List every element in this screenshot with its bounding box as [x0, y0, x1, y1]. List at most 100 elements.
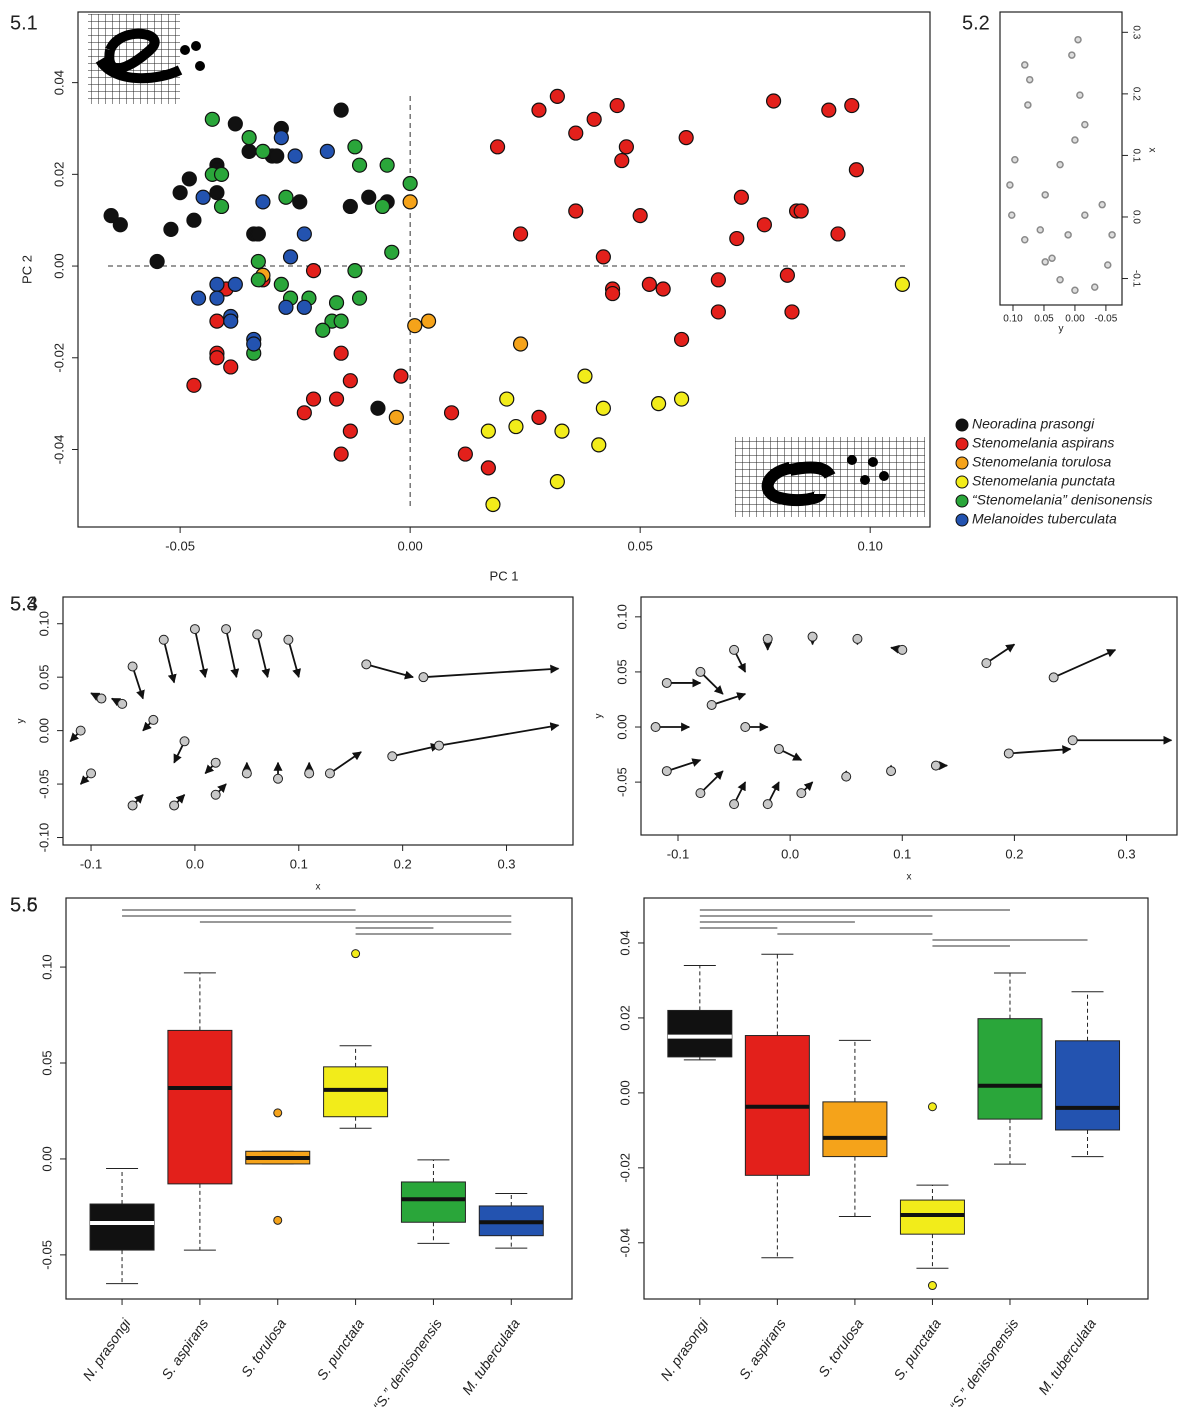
point	[224, 314, 238, 328]
point	[256, 195, 270, 209]
point	[164, 222, 178, 236]
vector-origin	[842, 772, 851, 781]
point	[550, 89, 564, 103]
x-tick-label: S. punctata	[313, 1315, 367, 1382]
vector-arrow	[439, 725, 558, 745]
point	[408, 319, 422, 333]
x-tick-label: “S.” denisonensis	[370, 1316, 445, 1407]
y-tick-label: 0.1	[1130, 148, 1141, 162]
point	[210, 314, 224, 328]
point	[481, 424, 495, 438]
point	[422, 314, 436, 328]
point	[532, 103, 546, 117]
y-tick-label: 0.00	[614, 714, 629, 739]
point	[822, 103, 836, 117]
point	[555, 424, 569, 438]
y-tick-label: -0.04	[617, 1228, 632, 1258]
legend-marker	[956, 495, 968, 507]
x-tick-label: 0.0	[186, 856, 204, 871]
point	[403, 177, 417, 191]
vector-origin	[118, 699, 127, 708]
y-tick-label: 0.10	[39, 954, 54, 979]
point	[569, 126, 583, 140]
panel-label: 5.1	[10, 12, 38, 34]
point	[256, 144, 270, 158]
vector-arrow	[986, 644, 1014, 663]
point	[675, 392, 689, 406]
point	[353, 291, 367, 305]
point	[849, 163, 863, 177]
point	[279, 300, 293, 314]
point	[1109, 232, 1115, 238]
panel-label: 5.4	[10, 593, 38, 615]
y-axis-label: PC 2	[19, 255, 34, 284]
x-tick-label: 0.0	[781, 846, 799, 861]
x-tick-label: S. torulosa	[815, 1316, 867, 1380]
point	[500, 392, 514, 406]
point	[113, 218, 127, 232]
x-tick-label: 0.1	[290, 856, 308, 871]
point	[150, 254, 164, 268]
point	[334, 447, 348, 461]
point	[205, 112, 219, 126]
box	[668, 1010, 732, 1056]
point	[486, 498, 500, 512]
point	[569, 204, 583, 218]
vector-origin	[982, 659, 991, 668]
point	[1037, 227, 1043, 233]
vector-origin	[253, 630, 262, 639]
point	[1077, 92, 1083, 98]
vector-origin	[808, 632, 817, 641]
vector-origin	[325, 769, 334, 778]
point	[192, 291, 206, 305]
point	[514, 337, 528, 351]
y-tick-label: 0.04	[617, 930, 632, 955]
x-tick-label: M. tuberculata	[1035, 1315, 1099, 1397]
vector-origin	[87, 769, 96, 778]
x-tick-label: 0.00	[1065, 314, 1085, 325]
vector-origin	[149, 715, 158, 724]
vector-origin	[707, 700, 716, 709]
vector-origin	[128, 801, 137, 810]
point	[343, 374, 357, 388]
vector-origin	[170, 801, 179, 810]
point	[596, 401, 610, 415]
point	[330, 392, 344, 406]
vector-arrow	[226, 629, 236, 677]
point	[1105, 262, 1111, 268]
legend-marker	[956, 514, 968, 526]
vector-arrow	[330, 752, 361, 773]
point	[320, 144, 334, 158]
vector-origin	[222, 625, 231, 634]
point	[652, 397, 666, 411]
point	[1065, 232, 1071, 238]
point	[251, 273, 265, 287]
x-tick-label: 0.2	[1005, 846, 1023, 861]
point	[780, 268, 794, 282]
point	[210, 277, 224, 291]
legend-label: Stenomelania torulosa	[972, 454, 1112, 470]
point	[711, 273, 725, 287]
y-tick-label: 0.02	[617, 1005, 632, 1030]
point	[251, 227, 265, 241]
point	[730, 232, 744, 246]
point	[228, 277, 242, 291]
point	[1025, 102, 1031, 108]
point	[592, 438, 606, 452]
point	[1042, 259, 1048, 265]
vector-origin	[362, 660, 371, 669]
vector-origin	[305, 769, 314, 778]
point	[619, 140, 633, 154]
x-tick-label: 0.1	[893, 846, 911, 861]
point	[1049, 255, 1055, 261]
vector-origin	[242, 769, 251, 778]
x-tick-label: N. prasongi	[79, 1315, 134, 1384]
point	[845, 99, 859, 113]
x-axis-label: y	[1059, 324, 1064, 335]
box	[978, 1019, 1042, 1119]
x-tick-label: 0.10	[1003, 314, 1023, 325]
point	[642, 277, 656, 291]
y-tick-label: -0.05	[39, 1240, 54, 1270]
x-axis-label: x	[907, 872, 912, 883]
outlier	[274, 1109, 282, 1117]
